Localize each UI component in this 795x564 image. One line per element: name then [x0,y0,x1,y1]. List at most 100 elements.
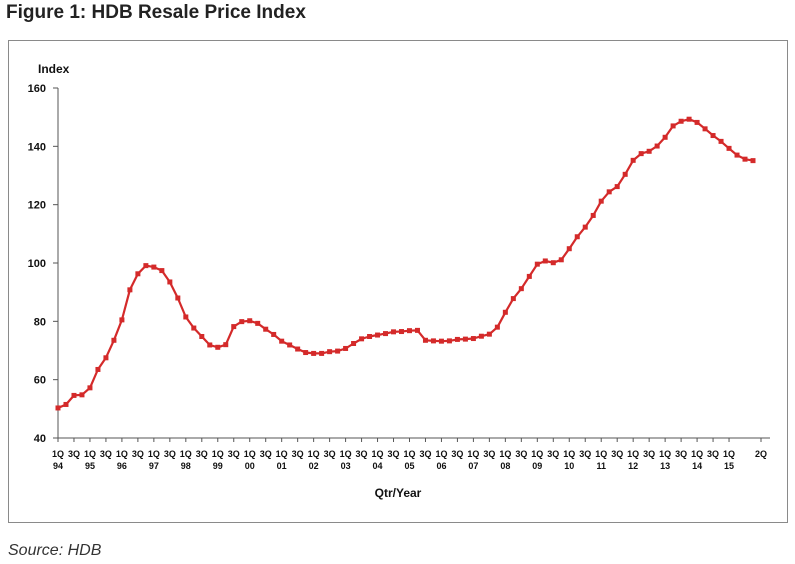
x-tick-year-label: 96 [117,461,127,471]
x-tick-year-label: 02 [309,461,319,471]
data-point [351,341,357,346]
data-point [430,338,436,344]
data-point [494,324,500,330]
x-tick-year-label: 99 [213,461,223,471]
x-tick-label: 3Q [388,449,400,459]
y-tick-label: 80 [34,316,46,328]
x-tick-year-label: 15 [724,461,734,471]
x-tick-label: 1Q [212,449,224,459]
data-point [263,326,269,332]
data-point [462,336,468,342]
x-tick-label: 3Q [675,449,687,459]
x-tick-label: 3Q [356,449,368,459]
data-point [694,119,700,125]
x-tick-label: 3Q [228,449,240,459]
x-tick-label: 3Q [324,449,336,459]
x-tick-label: 3Q [164,449,176,459]
x-tick-label: 3Q [292,449,304,459]
data-point [71,392,77,398]
data-point [63,401,69,407]
data-point [638,151,644,157]
data-point [574,234,580,240]
data-point [303,350,309,356]
y-tick-label: 60 [34,375,46,387]
data-point [718,138,724,144]
x-tick-year-label: 98 [181,461,191,471]
data-point [95,366,101,372]
x-tick-label: 1Q [595,449,607,459]
data-point [606,189,612,195]
y-tick-label: 160 [28,83,46,95]
data-point [654,143,660,149]
data-point [686,116,692,122]
x-tick-year-label: 14 [692,461,702,471]
x-tick-label: 1Q [723,449,735,459]
x-tick-label: 1Q [531,449,543,459]
data-point [79,392,85,398]
data-point [271,331,277,337]
figure-title: Figure 1: HDB Resale Price Index [6,2,306,23]
data-point [438,338,444,344]
data-point [478,333,484,339]
data-point [359,336,365,342]
x-tick-year-label: 10 [564,461,574,471]
data-point [710,133,716,139]
data-point [103,355,109,361]
y-tick-label: 40 [34,433,46,445]
x-tick-year-label: 12 [628,461,638,471]
x-tick-label: 1Q [435,449,447,459]
chart-frame [8,40,788,523]
x-tick-label: 3Q [483,449,495,459]
data-point [167,279,173,285]
data-point [598,198,604,204]
series-line [57,118,754,410]
data-point [590,212,596,218]
x-tick-label: 1Q [467,449,479,459]
data-point [446,338,452,344]
data-point [614,184,620,190]
x-tick-label: 3Q [515,449,527,459]
data-point [199,334,205,339]
data-point [558,257,564,263]
x-tick-label: 1Q [308,449,320,459]
data-point [391,329,397,335]
data-point [566,246,572,252]
y-tick-label: 100 [28,258,46,270]
source-note: Source: HDB [8,542,102,559]
data-point [135,271,141,277]
data-point [223,342,229,348]
x-tick-label: 1Q [659,449,671,459]
data-point [726,145,732,151]
data-point [702,126,708,132]
data-point [750,158,756,164]
data-point [510,296,516,302]
data-point [367,334,373,339]
x-tick-label: 1Q [627,449,639,459]
x-tick-label: 1Q [52,449,64,459]
data-point [87,385,93,391]
x-tick-label: 1Q [372,449,384,459]
data-point [175,295,181,301]
data-point [343,345,349,351]
x-tick-year-label: 01 [277,461,287,471]
x-tick-label: 3Q [451,449,463,459]
data-point [231,324,237,330]
data-point [678,118,684,124]
data-point [183,314,189,320]
data-point [734,152,740,158]
data-point [422,337,428,343]
data-point [255,320,261,326]
x-tick-label: 3Q [611,449,623,459]
data-point [414,327,420,333]
data-point [630,157,636,163]
data-point [550,260,556,266]
data-point [454,336,460,342]
x-tick-label: 3Q [68,449,80,459]
data-point [295,346,301,352]
y-tick-label: 140 [28,141,46,153]
x-tick-year-label: 07 [468,461,478,471]
data-point [622,171,628,177]
x-tick-label: 3Q [579,449,591,459]
x-tick-year-label: 04 [373,461,383,471]
